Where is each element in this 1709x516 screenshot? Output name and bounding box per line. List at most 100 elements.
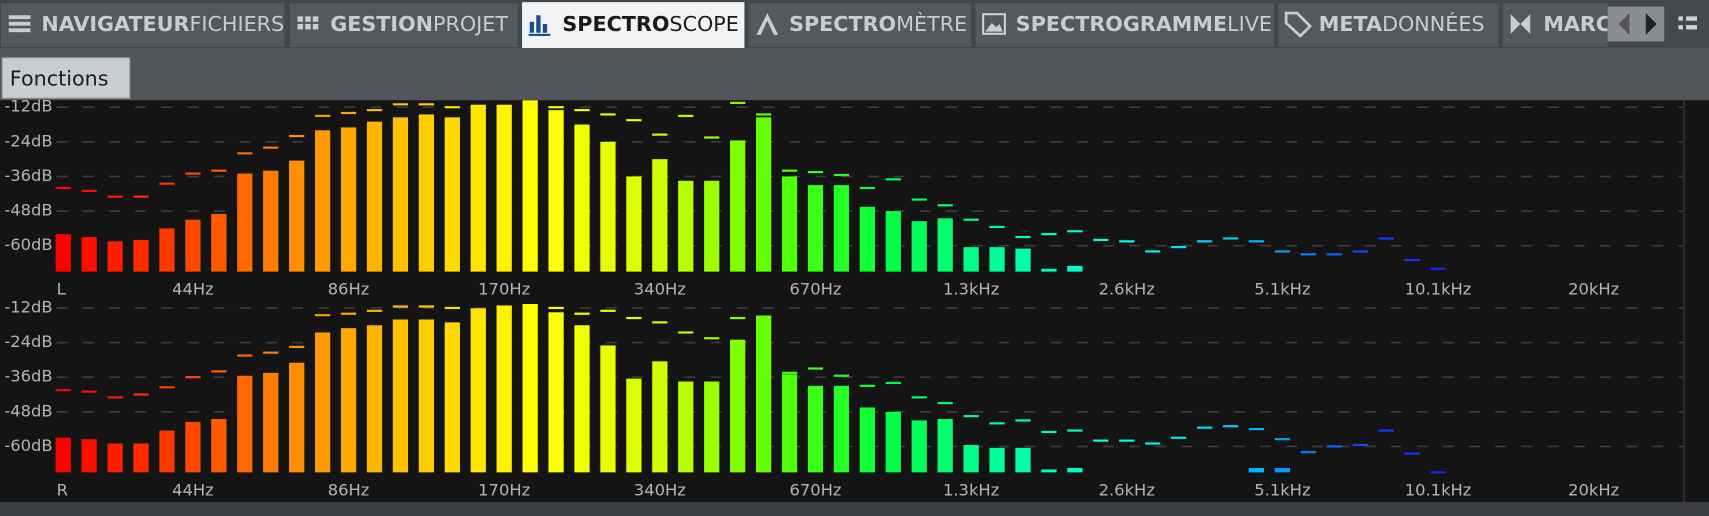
x-tick-label: 44Hz: [172, 480, 214, 499]
spectrum-bar: [833, 385, 850, 473]
spectrum-bar: [392, 319, 409, 473]
peak-marker: [1093, 439, 1109, 442]
peak-marker: [937, 402, 953, 405]
tab-label: NAVIGATEURFICHIERS: [41, 12, 284, 36]
peak-marker: [107, 195, 123, 198]
x-tick-label: 170Hz: [478, 280, 530, 299]
tab-icon: [305, 24, 311, 30]
y-tick-label: -60dB: [4, 235, 52, 254]
spectrum-bar: [989, 447, 1005, 473]
spectrum-bar: [289, 160, 305, 272]
x-tick-label: 1.3kHz: [943, 280, 999, 299]
functions-button[interactable]: [1, 57, 131, 99]
spectrum-bar: [781, 176, 798, 272]
peak-marker: [911, 396, 927, 399]
peak-marker: [1196, 240, 1213, 243]
tab[interactable]: GESTIONPROJET: [289, 3, 518, 47]
peak-marker: [1093, 238, 1109, 241]
spectrum-bar: [1015, 248, 1031, 272]
peak-marker: [989, 422, 1005, 425]
tab-label-bold: SPECTRO: [562, 12, 669, 36]
x-tick-label: 1.3kHz: [943, 480, 999, 499]
spectrum-bar: [444, 117, 460, 272]
peak-marker: [1067, 429, 1083, 432]
peak-marker: [859, 384, 875, 387]
peak-marker: [55, 186, 71, 190]
tab-icon: [756, 13, 779, 35]
spectrum-bar: [626, 378, 642, 473]
peak-marker: [1274, 438, 1291, 441]
tabs: NAVIGATEURFICHIERS GESTIONPROJET SPECTROSC…: [1, 2, 1634, 48]
peak-marker: [1430, 267, 1446, 270]
tab-icon: [1510, 14, 1531, 34]
peak-marker: [55, 389, 71, 392]
x-tick-label: 2.6kHz: [1099, 480, 1155, 499]
spectrum-bar: [1015, 447, 1031, 473]
peak-marker: [289, 345, 305, 348]
peak-marker: [185, 376, 201, 379]
menu-icon[interactable]: [1678, 16, 1698, 30]
peak-marker: [289, 134, 305, 138]
peak-marker: [1196, 426, 1213, 429]
peak-marker: [211, 169, 227, 172]
peak-marker: [159, 386, 175, 389]
tab-background: [1, 3, 285, 47]
peak-marker: [496, 305, 512, 308]
spectrum-bar: [989, 247, 1005, 272]
y-tick-label: -24dB: [4, 131, 52, 150]
tab[interactable]: SPECTROGRAMMELIVE: [975, 3, 1275, 47]
peak-marker: [1248, 428, 1265, 431]
peak-marker: [1119, 439, 1135, 442]
peak-marker: [237, 152, 253, 155]
peak-marker: [1171, 436, 1187, 439]
x-tick-label: 170Hz: [478, 480, 530, 499]
peak-marker: [548, 306, 564, 310]
spectrum-bar: [600, 345, 616, 473]
tab[interactable]: METADONNÉES: [1278, 3, 1499, 47]
peak-marker: [911, 198, 927, 201]
tab-label-light: SCOPE: [669, 12, 738, 36]
spectrum-bar: [418, 319, 435, 473]
tab-icon: [8, 28, 31, 33]
y-tick-label: -36dB: [4, 166, 52, 185]
tab[interactable]: MARC: [1503, 3, 1634, 47]
functions-label[interactable]: Fonctions: [10, 67, 109, 91]
peak-marker: [1378, 237, 1394, 240]
tab[interactable]: SPECTROSCOPE: [522, 2, 745, 48]
spectrum-bar: [885, 211, 901, 272]
spectrum-bar: [704, 381, 720, 473]
peak-marker: [807, 171, 824, 174]
tab-label-bold: SPECTROGRAMME: [1016, 12, 1227, 36]
x-tick-label: 670Hz: [789, 280, 841, 299]
peak-marker: [366, 109, 383, 112]
peak-marker: [807, 367, 824, 370]
tab-background: [748, 3, 972, 47]
x-tick-label: 44Hz: [172, 280, 214, 299]
tab-label-light: MÈTRE: [896, 11, 967, 36]
peak-marker: [211, 370, 227, 373]
peak-marker: [314, 314, 331, 317]
spectrum-bar: [859, 206, 875, 272]
peak-marker: [989, 225, 1005, 229]
peak-marker: [600, 113, 616, 116]
spectrum-bar: [55, 234, 71, 272]
peak-marker: [1300, 253, 1316, 256]
tab-icon: [536, 15, 541, 33]
spectrum-bar: [755, 117, 772, 272]
tab[interactable]: NAVIGATEURFICHIERS: [1, 3, 285, 47]
spectrum-bar: [548, 312, 564, 473]
tab[interactable]: SPECTROMÈTRE: [748, 3, 972, 47]
spectrum-bar: [263, 170, 279, 272]
arrow-left[interactable]: [1618, 13, 1630, 35]
arrow-right[interactable]: [1645, 13, 1657, 35]
peak-marker: [1404, 452, 1420, 455]
status-strip: [0, 501, 1709, 516]
peak-marker: [704, 337, 720, 340]
y-tick-label: -60dB: [4, 436, 52, 455]
spectrum-bar: [548, 110, 564, 272]
spectrum-bar: [289, 362, 305, 473]
spectrum-bar: [133, 239, 149, 272]
peak-marker: [133, 195, 149, 198]
peak-marker: [470, 308, 486, 311]
